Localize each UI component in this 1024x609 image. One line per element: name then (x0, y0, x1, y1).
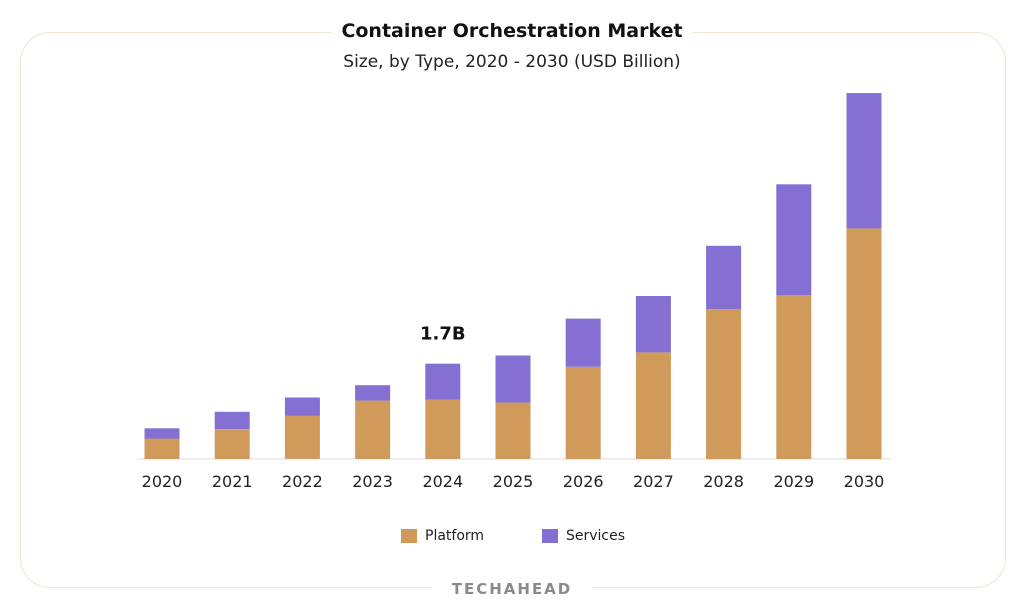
bar-services-2022 (284, 397, 320, 416)
bar-platform-2030 (846, 228, 882, 459)
legend: Platform Services (0, 528, 1024, 548)
bar-services-2029 (776, 184, 812, 295)
chart-title: Container Orchestration Market (341, 20, 683, 42)
bar-services-2025 (495, 355, 531, 403)
bars-group (144, 93, 882, 460)
x-tick-label-2023: 2023 (352, 472, 393, 491)
brand-background (432, 576, 592, 602)
title-background (332, 18, 692, 46)
legend-label-services: Services (566, 528, 626, 544)
legend-item-services: Services (542, 528, 625, 544)
bar-platform-2022 (284, 415, 320, 459)
bar-platform-2029 (776, 295, 812, 459)
bar-platform-2020 (144, 438, 180, 459)
bar-platform-2025 (495, 402, 531, 459)
bar-services-2027 (635, 296, 671, 353)
bar-platform-2021 (214, 429, 250, 459)
bar-services-2026 (565, 318, 601, 367)
annotation-label-2024: 1.7B (420, 324, 466, 345)
legend-item-platform: Platform (401, 528, 484, 544)
x-tick-label-2020: 2020 (142, 472, 183, 491)
bar-services-2023 (355, 385, 391, 401)
chart-subtitle: Size, by Type, 2020 - 2030 (USD Billion) (343, 52, 681, 72)
x-tick-label-2030: 2030 (844, 472, 885, 491)
bar-services-2021 (214, 411, 250, 430)
bar-platform-2023 (355, 400, 391, 459)
bar-services-2028 (706, 245, 742, 310)
brand-logo: TECHAHEAD (451, 580, 573, 598)
bar-services-2030 (846, 93, 882, 229)
x-tick-label-2026: 2026 (563, 472, 604, 491)
annotations-group: 1.7B (420, 324, 466, 345)
x-tick-label-2028: 2028 (703, 472, 744, 491)
x-tick-labels: 2020 2021 2022 2023 2024 2025 2026 2027 2028 2029… (142, 472, 885, 491)
x-tick-label-2025: 2025 (493, 472, 534, 491)
legend-swatch-services (542, 529, 558, 543)
x-tick-label-2024: 2024 (422, 472, 463, 491)
x-tick-label-2027: 2027 (633, 472, 674, 491)
x-tick-label-2021: 2021 (212, 472, 253, 491)
x-tick-label-2022: 2022 (282, 472, 323, 491)
bar-services-2024 (425, 363, 461, 400)
bar-services-2020 (144, 428, 180, 439)
legend-label-platform: Platform (425, 528, 485, 544)
bar-platform-2028 (706, 309, 742, 460)
legend-swatch-platform (401, 529, 417, 543)
bar-platform-2026 (565, 366, 601, 460)
bar-platform-2027 (635, 352, 671, 459)
x-tick-label-2029: 2029 (773, 472, 814, 491)
bar-platform-2024 (425, 399, 461, 459)
